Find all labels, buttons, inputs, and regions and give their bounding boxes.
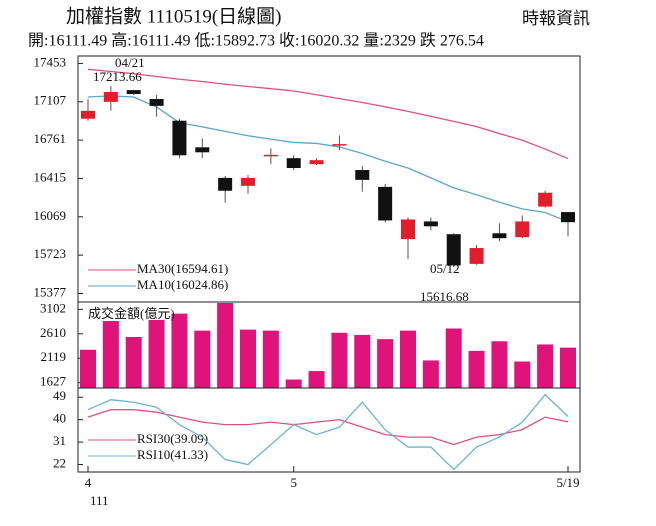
bar — [514, 361, 531, 388]
legend-label: MA10(16024.86) — [137, 277, 228, 292]
y-tick-label: 16761 — [34, 131, 67, 146]
bar — [80, 349, 96, 388]
bar — [468, 350, 485, 388]
annotation: 17213.66 — [93, 69, 142, 84]
bar — [102, 321, 119, 388]
frame — [77, 55, 581, 473]
candle-body — [515, 221, 530, 238]
candle-body — [355, 170, 370, 180]
y-tick-label: 3102 — [40, 300, 66, 315]
summary: 開:16111.49 高:16111.49 低:15892.73 收:16020… — [28, 32, 484, 50]
bar — [422, 360, 439, 388]
line-series — [87, 68, 569, 160]
bar — [240, 329, 256, 388]
legend-label: MA30(16594.61) — [137, 261, 228, 276]
annotation: 15616.68 — [420, 289, 469, 304]
y-tick-label: 15377 — [34, 284, 67, 299]
panel-title: 成交金額(億元) — [88, 306, 175, 321]
y-tick-label: 31 — [53, 433, 66, 448]
bar — [491, 341, 508, 388]
line-series — [87, 409, 569, 446]
y-tick-label: 16069 — [34, 208, 67, 223]
candle-body — [103, 92, 118, 102]
candle-body — [149, 98, 164, 106]
candle-body — [309, 160, 324, 165]
y-tick-label: 49 — [53, 388, 66, 403]
candle-body — [538, 192, 553, 207]
line-series — [87, 95, 569, 223]
bar — [171, 313, 188, 388]
candle-body — [126, 90, 141, 95]
annotation: 04/21 — [115, 55, 145, 70]
candle-body — [172, 120, 187, 156]
bar — [400, 330, 416, 388]
legend-label: RSI10(41.33) — [137, 447, 208, 462]
bar — [148, 319, 165, 388]
bar — [285, 379, 302, 388]
bar — [308, 371, 325, 388]
bar — [377, 339, 394, 388]
candle-body — [332, 144, 347, 146]
source: 時報資訊 — [522, 9, 590, 28]
candle-body — [469, 248, 484, 264]
x-tick-label: 5 — [290, 475, 297, 490]
x-tick-label: 4 — [85, 475, 92, 490]
x-axis-sublabel: 111 — [90, 493, 109, 508]
candle-body — [446, 234, 461, 266]
y-tick-label: 16415 — [34, 169, 67, 184]
candle-body — [263, 154, 278, 157]
bar — [331, 332, 348, 388]
annotation: 05/12 — [430, 261, 460, 276]
bar — [125, 336, 142, 388]
legend-label: RSI30(39.09) — [137, 431, 208, 446]
chart-title: 加權指數 1110519(日線圖) — [66, 5, 282, 27]
x-tick-label: 5/19 — [556, 475, 579, 490]
bar — [445, 328, 462, 388]
bar — [262, 330, 279, 388]
bar — [354, 334, 371, 388]
candle-body — [561, 212, 575, 223]
bar — [194, 330, 211, 388]
candle-body — [81, 110, 95, 119]
y-tick-label: 17453 — [34, 54, 67, 69]
candle-body — [286, 158, 301, 169]
candle-body — [218, 177, 233, 191]
bar — [537, 344, 554, 388]
y-tick-label: 2119 — [40, 349, 66, 364]
y-tick-label: 15723 — [34, 246, 67, 261]
bar — [560, 347, 576, 388]
candle-body — [401, 219, 415, 240]
y-tick-label: 1627 — [40, 374, 67, 389]
y-tick-label: 22 — [53, 456, 66, 471]
y-tick-label: 2610 — [40, 325, 66, 340]
candle-body — [195, 147, 210, 153]
candle-body — [492, 233, 507, 239]
y-tick-label: 17107 — [34, 93, 67, 108]
y-tick-label: 40 — [53, 411, 66, 426]
candle-body — [378, 186, 393, 221]
bar — [217, 303, 234, 388]
line-series — [87, 393, 569, 471]
candle-body — [423, 221, 438, 227]
candle-body — [241, 177, 255, 186]
